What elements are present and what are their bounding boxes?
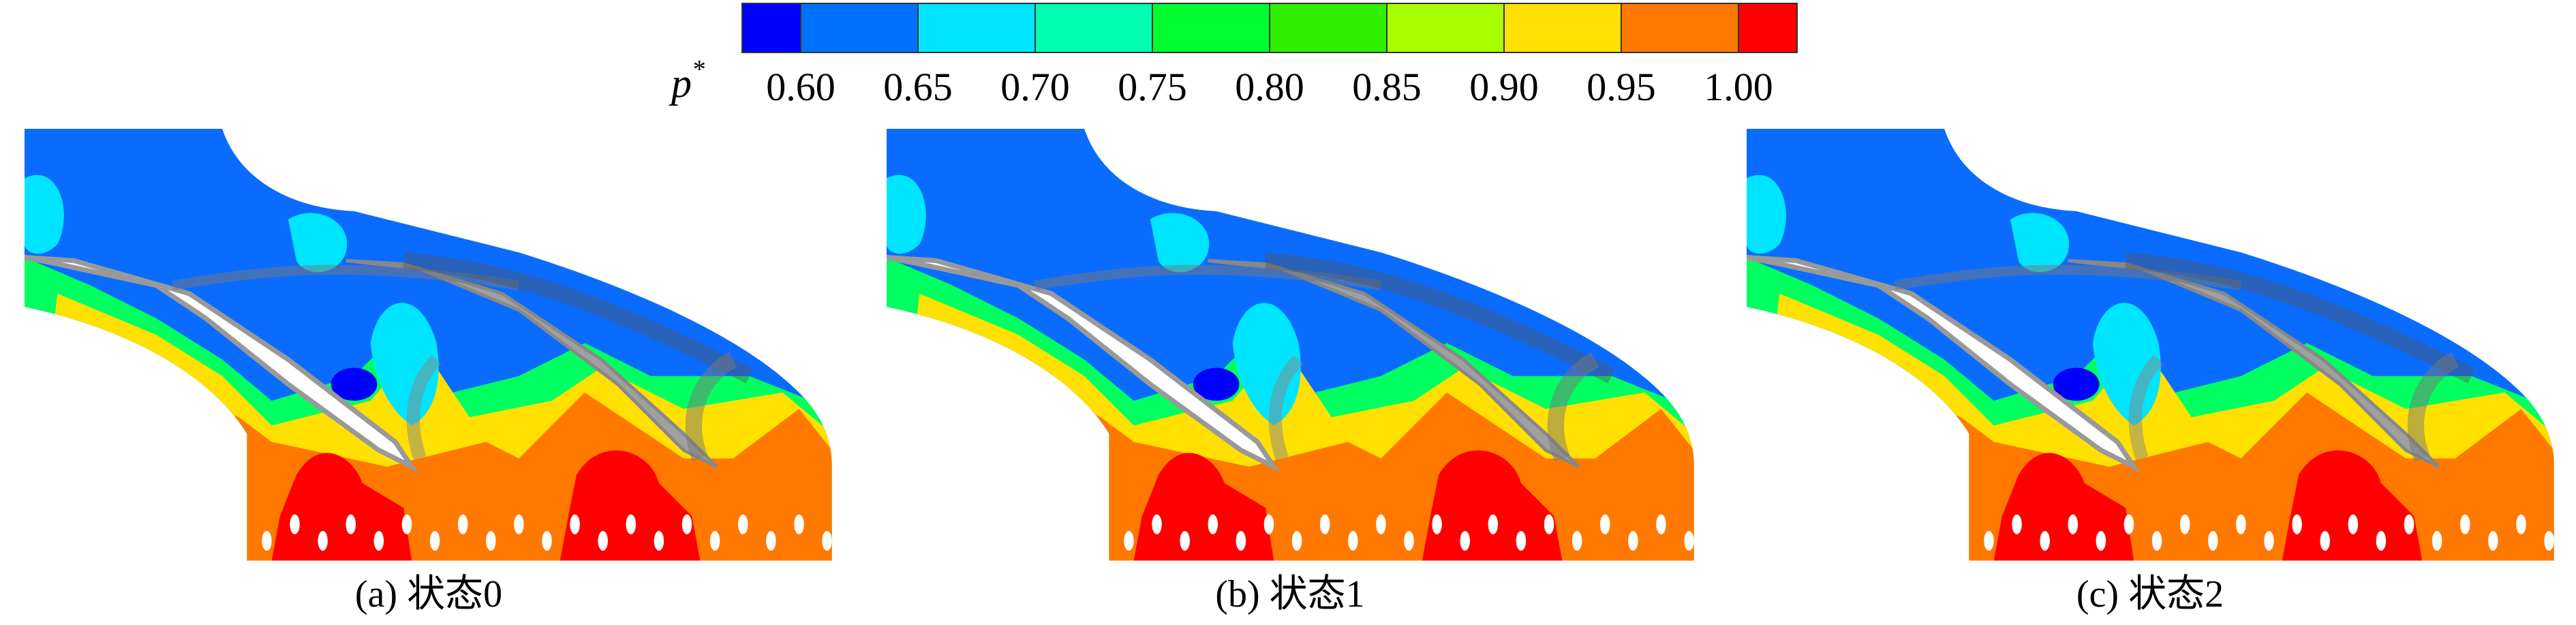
tick-label: 0.80 bbox=[1235, 65, 1304, 109]
caption: (b) 状态1 bbox=[1215, 573, 1364, 615]
tick-label: 0.60 bbox=[766, 65, 835, 109]
tick-label: 1.00 bbox=[1704, 65, 1773, 109]
colorbar-box bbox=[800, 3, 919, 53]
colorbar-box bbox=[1152, 3, 1270, 53]
tick-label: 0.65 bbox=[883, 65, 953, 109]
tick-label: 0.95 bbox=[1586, 65, 1656, 109]
panel-a bbox=[25, 129, 832, 561]
tick-label: 0.70 bbox=[1000, 65, 1070, 109]
tick-label: 0.85 bbox=[1352, 65, 1422, 109]
colorbar-box bbox=[1269, 3, 1387, 53]
colorbar-box bbox=[1738, 3, 1798, 53]
panel-b bbox=[887, 129, 1694, 561]
caption: (c) 状态2 bbox=[2076, 573, 2224, 615]
colorbar-label-superscript: * bbox=[692, 55, 705, 84]
tick-label: 0.90 bbox=[1469, 65, 1539, 109]
colorbar-box bbox=[917, 3, 1036, 53]
colorbar-box bbox=[1034, 3, 1153, 53]
colorbar-box bbox=[1503, 3, 1622, 53]
colorbar-box bbox=[1621, 3, 1739, 53]
tick-label: 0.75 bbox=[1118, 65, 1187, 109]
colorbar-box bbox=[741, 3, 801, 53]
colorbar-box bbox=[1386, 3, 1505, 53]
colorbar-label-main: p bbox=[669, 61, 692, 106]
colorbar-label: p* bbox=[669, 55, 705, 106]
panel-c bbox=[1747, 129, 2554, 561]
colorbar: 0.60 0.65 0.70 0.75 0.80 0.85 0.90 0.95 1.00 bbox=[741, 3, 1798, 109]
caption: (a) 状态0 bbox=[355, 573, 502, 615]
